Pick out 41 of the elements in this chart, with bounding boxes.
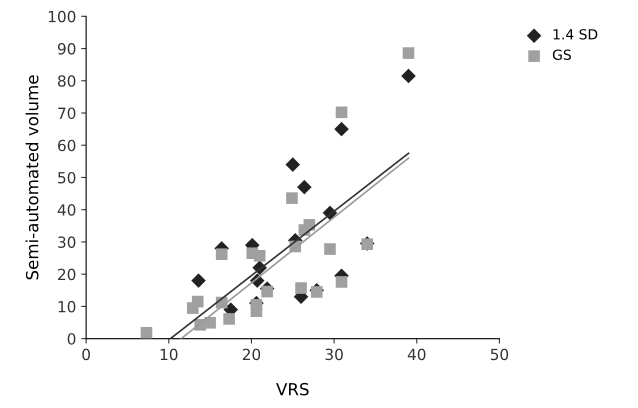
y-tick-label: 40 — [58, 204, 76, 216]
point — [250, 305, 262, 318]
point — [216, 248, 228, 260]
x-tick-label: 50 — [490, 348, 508, 360]
y-tick-label: 90 — [58, 43, 76, 55]
x-tick-label: 20 — [242, 348, 260, 360]
y-tick-label: 50 — [58, 172, 76, 184]
point — [336, 276, 348, 288]
y-tick-label: 20 — [58, 268, 76, 280]
x-tick-label: 0 — [82, 348, 90, 360]
y-tick-label: 80 — [58, 75, 76, 87]
point — [285, 157, 300, 172]
point — [254, 250, 266, 262]
legend-label: 1.4 SD — [554, 29, 598, 40]
y-tick-label: 30 — [58, 236, 76, 248]
y-axis-title: Semi-automated volume — [26, 75, 38, 280]
y-tick-label: 100 — [48, 10, 76, 22]
point — [140, 327, 152, 339]
y-tick-label: 0 — [68, 333, 76, 345]
point — [295, 282, 307, 294]
point — [334, 122, 349, 136]
y-tick-label: 70 — [58, 107, 76, 120]
point — [310, 286, 323, 298]
x-axis-title: VRS — [276, 382, 309, 396]
y-tick-label: 60 — [58, 140, 76, 152]
y-tick-label: 10 — [58, 300, 76, 312]
point — [223, 313, 235, 325]
point — [191, 273, 206, 288]
legend-label: GS — [552, 49, 571, 60]
point — [324, 243, 336, 255]
point — [336, 106, 348, 118]
point — [286, 192, 298, 204]
point — [204, 317, 216, 329]
point — [401, 68, 416, 84]
x-tick-label: 30 — [326, 348, 343, 360]
x-tick-label: 40 — [408, 348, 426, 360]
point — [192, 296, 204, 308]
x-tick-label: 10 — [160, 348, 178, 360]
point — [261, 286, 273, 298]
point — [297, 180, 312, 194]
point — [402, 47, 414, 59]
